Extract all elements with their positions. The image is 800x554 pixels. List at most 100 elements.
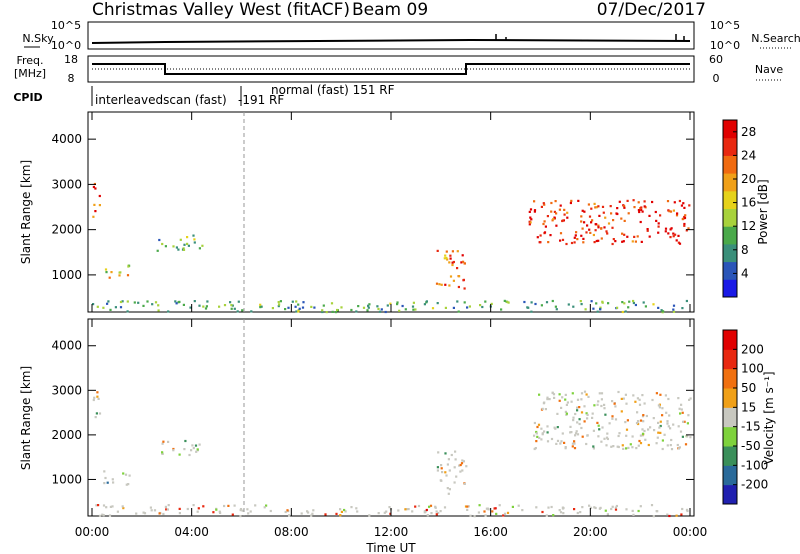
scatter-point bbox=[666, 200, 670, 203]
scatter-point bbox=[269, 509, 272, 513]
scatter-point bbox=[617, 434, 620, 438]
scatter-point bbox=[457, 285, 460, 289]
scatter-point bbox=[233, 307, 236, 310]
scatter-point bbox=[407, 508, 410, 511]
scatter-point bbox=[535, 506, 538, 509]
scatter-point bbox=[357, 305, 360, 308]
scatter-point bbox=[546, 425, 549, 428]
scatter-point bbox=[683, 420, 686, 423]
scatter-point bbox=[398, 309, 401, 312]
scatter-point bbox=[555, 212, 558, 215]
colorbar-tick-label: 28 bbox=[741, 125, 756, 139]
scatter-point bbox=[440, 283, 443, 286]
scatter-point bbox=[463, 262, 466, 265]
scatter-point bbox=[600, 392, 604, 395]
scatter-point bbox=[553, 210, 556, 213]
scatter-point bbox=[184, 439, 187, 443]
scatter-point bbox=[321, 309, 324, 312]
scatter-point bbox=[219, 511, 222, 514]
scatter-point bbox=[137, 301, 140, 304]
scatter-point bbox=[196, 448, 199, 451]
scatter-point bbox=[231, 304, 234, 307]
scatter-point bbox=[404, 308, 407, 311]
scatter-point bbox=[679, 412, 682, 415]
colorbar-tick-label: -50 bbox=[741, 439, 761, 453]
scatter-point bbox=[595, 239, 598, 243]
scatter-point bbox=[637, 209, 640, 212]
scatter-point bbox=[533, 210, 536, 213]
scatter-point bbox=[587, 203, 590, 206]
scatter-point bbox=[464, 505, 468, 508]
x-tick-label: 08:00 bbox=[274, 525, 309, 539]
scatter-point bbox=[104, 268, 108, 271]
scatter-point bbox=[680, 408, 683, 411]
scatter-point bbox=[641, 210, 644, 213]
scatter-point bbox=[535, 430, 538, 434]
scatter-point bbox=[177, 248, 180, 251]
scatter-point bbox=[659, 420, 662, 423]
scatter-point bbox=[429, 504, 433, 507]
colorbar-tick-label: 200 bbox=[741, 342, 764, 356]
scatter-point bbox=[109, 505, 112, 508]
colorbar-swatch bbox=[723, 368, 737, 389]
scatter-point bbox=[355, 310, 358, 313]
scatter-point bbox=[632, 299, 635, 303]
scatter-point bbox=[672, 304, 676, 307]
scatter-point bbox=[578, 418, 581, 421]
scatter-point bbox=[478, 504, 481, 507]
nsky-tick-top: 10^5 bbox=[51, 19, 81, 32]
power-panel-frame bbox=[87, 111, 695, 313]
scatter-point bbox=[111, 478, 114, 481]
scatter-point bbox=[666, 513, 669, 516]
scatter-point bbox=[657, 404, 660, 407]
colorbar-swatch bbox=[723, 388, 737, 408]
scatter-point bbox=[683, 216, 687, 220]
scatter-point bbox=[286, 509, 289, 512]
scatter-point bbox=[670, 227, 673, 230]
scatter-point bbox=[412, 301, 415, 304]
x-tick-label: 20:00 bbox=[573, 525, 608, 539]
scatter-point bbox=[529, 208, 533, 211]
scatter-point bbox=[297, 310, 300, 313]
velocity-colorbar: 200 100 50 15 -15 -50 -100 -200 bbox=[722, 329, 768, 505]
scatter-point bbox=[461, 254, 464, 257]
scatter-point bbox=[461, 459, 464, 462]
scatter-point bbox=[490, 302, 493, 305]
y-tick-label: 2000 bbox=[51, 223, 82, 237]
scatter-point bbox=[237, 300, 240, 303]
scatter-point bbox=[678, 242, 682, 245]
power-colorbar-label: Power [dB] bbox=[756, 179, 770, 244]
scatter-point bbox=[640, 208, 643, 211]
scatter-point bbox=[608, 422, 611, 425]
scatter-point bbox=[584, 308, 587, 311]
scatter-point bbox=[646, 229, 649, 232]
scatter-point bbox=[190, 449, 193, 452]
scatter-point bbox=[142, 304, 145, 307]
scatter-point bbox=[133, 301, 136, 304]
scatter-point bbox=[561, 432, 564, 435]
scatter-point bbox=[526, 306, 529, 309]
scatter-point bbox=[188, 453, 191, 457]
scatter-point bbox=[541, 432, 544, 435]
scatter-point bbox=[565, 242, 568, 246]
scatter-point bbox=[452, 279, 455, 282]
scatter-point bbox=[98, 514, 102, 517]
scatter-point bbox=[624, 393, 627, 396]
scatter-point bbox=[241, 509, 244, 512]
scatter-point bbox=[669, 444, 672, 447]
scatter-point bbox=[307, 511, 310, 514]
scatter-point bbox=[111, 505, 114, 508]
scatter-point bbox=[597, 205, 600, 208]
scatter-point bbox=[193, 300, 196, 303]
scatter-point bbox=[572, 305, 575, 308]
scatter-point bbox=[659, 424, 662, 428]
scatter-point bbox=[633, 235, 636, 238]
scatter-point bbox=[637, 201, 640, 204]
scatter-point bbox=[389, 302, 392, 305]
scatter-point bbox=[598, 392, 601, 395]
scatter-point bbox=[583, 405, 586, 408]
scatter-point bbox=[636, 397, 639, 400]
scatter-point bbox=[259, 303, 262, 306]
nave-tick-top: 60 bbox=[709, 53, 723, 66]
colorbar-tick-label: 100 bbox=[741, 362, 764, 376]
